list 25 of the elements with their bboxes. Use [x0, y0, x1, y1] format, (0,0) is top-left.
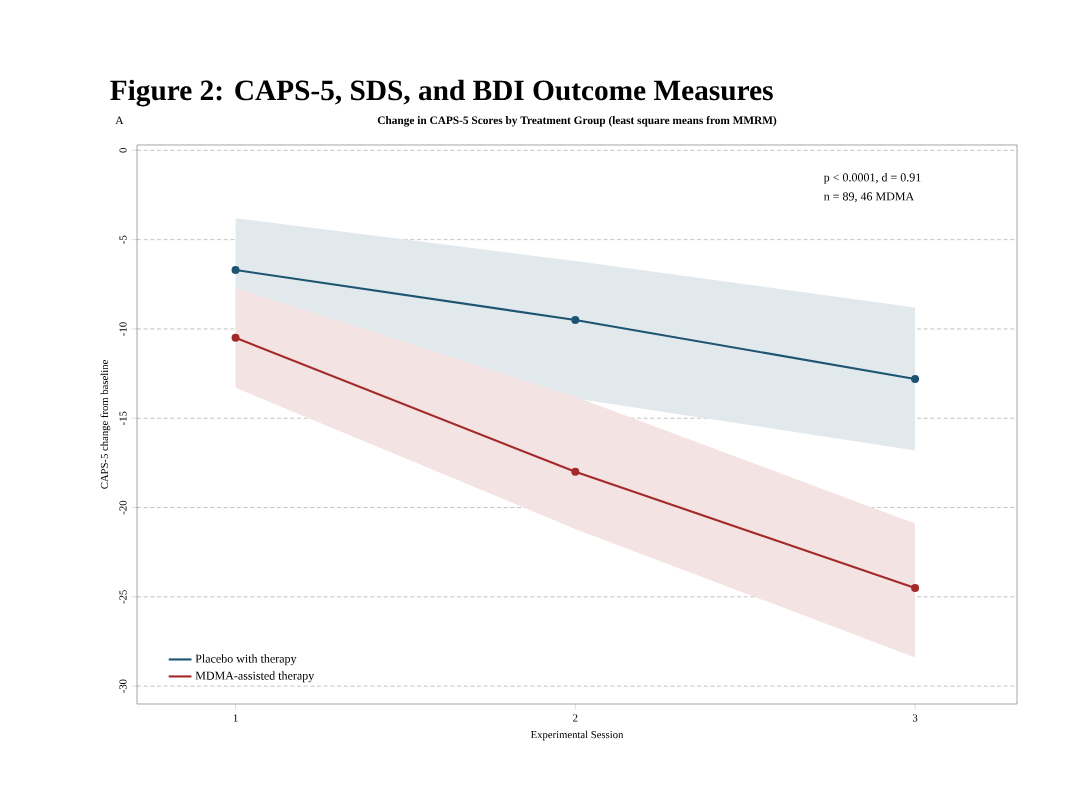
point: [911, 374, 920, 383]
y-tick-label: -5: [119, 235, 127, 244]
x-tick-label: 2: [573, 714, 578, 722]
x-tick-label: 1: [233, 714, 238, 722]
y-tick-label: -25: [119, 590, 127, 604]
y-tick-label: 0: [119, 148, 127, 153]
y-axis-title: CAPS-5 change from baseline: [100, 360, 111, 489]
point: [911, 583, 920, 592]
text: A: [115, 116, 124, 124]
chart-title: Figure 2: CAPS-5, SDS, and BDI Outcome Measures: [110, 79, 773, 107]
chart-subtitle: Change in CAPS-5 Scores by Treatment Group (least square means from MMRM): [377, 116, 777, 127]
y-tick-label: -15: [119, 411, 127, 425]
point: [231, 333, 240, 342]
annotation: p < 0.0001, d = 0.91: [823, 173, 921, 184]
annotation: n = 89, 46 MDMA: [823, 192, 915, 203]
x-axis-title: Experimental Session: [530, 730, 624, 741]
legend-label: Placebo with therapy: [195, 654, 297, 666]
y-tick-label: -30: [119, 679, 127, 693]
x-tick-label: 3: [912, 714, 918, 722]
point: [231, 266, 240, 274]
legend-label: MDMA-assisted therapy: [195, 671, 315, 683]
point: [571, 316, 580, 325]
y-tick-label: -10: [119, 322, 127, 336]
y-tick-label: -20: [119, 500, 127, 515]
point: [571, 467, 580, 476]
